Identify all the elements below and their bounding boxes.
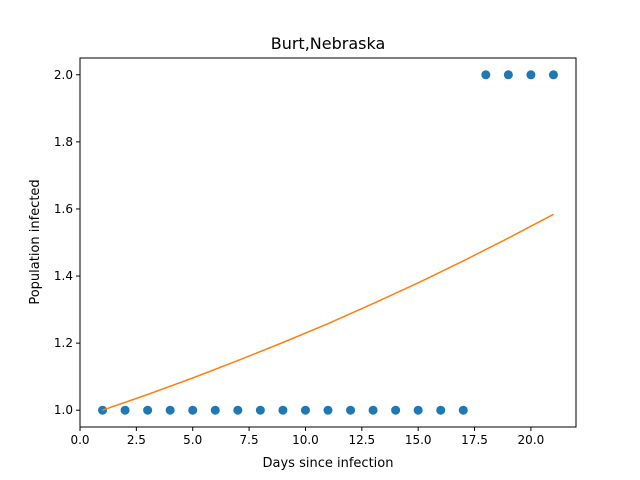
data-point (188, 405, 198, 415)
y-tick-label: 1.0 (54, 403, 73, 417)
data-point (233, 405, 243, 415)
y-tick-label: 1.4 (54, 269, 73, 283)
data-point (278, 405, 288, 415)
x-tick-label: 20.0 (518, 433, 545, 447)
chart-title: Burt,Nebraska (271, 34, 386, 53)
data-point (548, 70, 558, 80)
x-tick-label: 5.0 (183, 433, 202, 447)
data-point (526, 70, 536, 80)
data-point (346, 405, 356, 415)
data-point (413, 405, 423, 415)
y-tick-label: 1.2 (54, 336, 73, 350)
data-point (323, 405, 333, 415)
data-point (481, 70, 491, 80)
x-tick-label: 12.5 (348, 433, 375, 447)
y-tick-label: 2.0 (54, 68, 73, 82)
x-tick-label: 15.0 (405, 433, 432, 447)
data-point (255, 405, 265, 415)
x-tick-label: 10.0 (292, 433, 319, 447)
x-tick-label: 2.5 (127, 433, 146, 447)
data-point (368, 405, 378, 415)
x-tick-label: 7.5 (240, 433, 259, 447)
data-point (458, 405, 468, 415)
data-point (165, 405, 175, 415)
y-axis-label: Population infected (28, 179, 43, 304)
x-axis-label: Days since infection (263, 456, 394, 471)
data-point (436, 405, 446, 415)
y-tick-label: 1.6 (54, 202, 73, 216)
y-axis: 1.0 1.2 1.4 1.6 1.8 2.0 (54, 68, 80, 417)
data-point (120, 405, 130, 415)
x-tick-label: 17.5 (461, 433, 488, 447)
x-axis: 0.0 2.5 5.0 7.5 10.0 12.5 15.0 17.5 20.0 (70, 427, 544, 447)
x-tick-label: 0.0 (70, 433, 89, 447)
fit-line (102, 213, 554, 411)
data-point (503, 70, 513, 80)
data-point (143, 405, 153, 415)
data-point (210, 405, 220, 415)
y-tick-label: 1.8 (54, 135, 73, 149)
data-point (300, 405, 310, 415)
plot-area (98, 70, 558, 415)
axes-frame (79, 57, 577, 428)
data-point (391, 405, 401, 415)
